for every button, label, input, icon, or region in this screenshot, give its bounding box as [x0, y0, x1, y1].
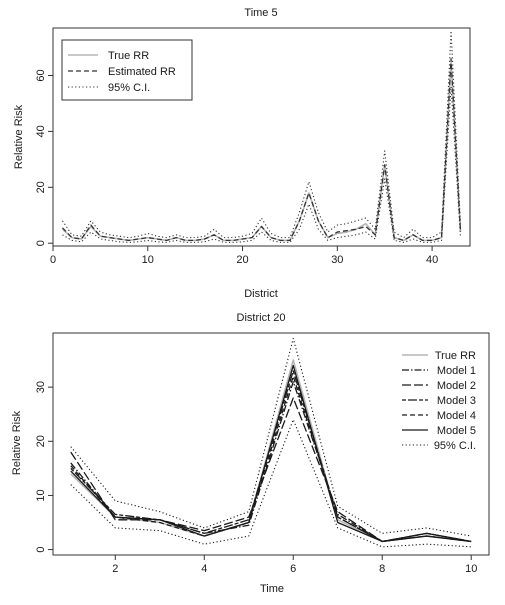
series-line-model-5 — [70, 364, 472, 543]
legend-label: Model 2 — [437, 380, 476, 392]
panel-1-legend: True RR Estimated RR 95% C.I. — [61, 39, 193, 101]
series-line-model-2 — [70, 397, 472, 543]
panel-2-y-axis: 0 10 20 30 — [35, 381, 53, 553]
panel-2-y-axis-label: Relative Risk — [11, 410, 23, 475]
panel-2-x-axis-label: Time — [260, 583, 284, 595]
x-tick-label: 10 — [465, 563, 477, 575]
panel-1-x-axis-label: District — [244, 288, 278, 300]
legend-label: Model 3 — [437, 395, 476, 407]
panel-2-plot-frame — [52, 332, 490, 556]
panel-1-title: Time 5 — [244, 7, 277, 19]
panel-1-y-axis-label: Relative Risk — [13, 104, 25, 169]
panel-1-y-axis: 0 20 40 60 — [35, 69, 53, 246]
panel-1: Time 5 0 10 20 30 40 0 20 40 60 District Relati… — [13, 7, 471, 300]
x-tick-label: 2 — [112, 563, 118, 575]
y-tick-label: 20 — [35, 181, 47, 193]
y-tick-label: 20 — [35, 435, 47, 447]
x-tick-label: 4 — [201, 563, 207, 575]
x-tick-label: 20 — [236, 254, 248, 266]
legend-label: Model 5 — [437, 425, 476, 437]
legend-label: Model 1 — [437, 365, 476, 377]
legend-label: 95% C.I. — [108, 82, 150, 94]
x-tick-label: 0 — [50, 254, 56, 266]
legend-label: 95% C.I. — [434, 440, 476, 452]
panel-2-legend: True RR Model 1 Model 2 Model 3 Model 4 Model… — [402, 350, 476, 452]
legend-label: True RR — [108, 50, 149, 62]
x-tick-label: 8 — [379, 563, 385, 575]
panel-2: District 20 2 4 6 8 10 0 10 20 30 Time Relative… — [11, 312, 490, 595]
y-tick-label: 40 — [35, 125, 47, 137]
x-tick-label: 10 — [142, 254, 154, 266]
y-tick-label: 10 — [35, 489, 47, 501]
x-tick-label: 6 — [290, 563, 296, 575]
legend-label: Estimated RR — [108, 66, 176, 78]
panel-1-x-axis: 0 10 20 30 40 — [50, 246, 438, 266]
series-line-estimated-rr — [62, 58, 462, 242]
panel-2-title: District 20 — [237, 312, 286, 324]
panel-2-x-axis: 2 4 6 8 10 — [112, 555, 477, 575]
y-tick-label: 0 — [35, 547, 47, 553]
y-tick-label: 0 — [35, 240, 47, 246]
panel-2-series — [70, 337, 472, 548]
y-tick-label: 30 — [35, 381, 47, 393]
x-tick-label: 30 — [331, 254, 343, 266]
panel-1-legend-box — [61, 39, 193, 101]
legend-label: True RR — [435, 350, 476, 362]
panel-1-plot-frame — [52, 27, 471, 247]
x-tick-label: 40 — [426, 254, 438, 266]
legend-label: Model 4 — [437, 410, 476, 422]
panel-1-series — [61, 30, 462, 243]
series-line-95-c-i — [70, 337, 472, 537]
y-tick-label: 60 — [35, 69, 47, 81]
